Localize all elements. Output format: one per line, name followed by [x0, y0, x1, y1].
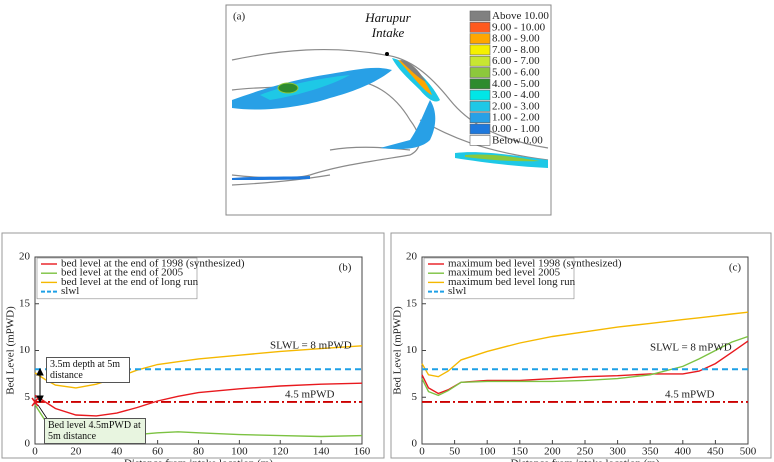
- panel-frame: [390, 232, 772, 459]
- data-line: [421, 340, 749, 395]
- data-line: [34, 382, 363, 417]
- annotation: SLWL = 8 mPWD: [650, 342, 732, 354]
- legend-swatch: [469, 135, 491, 146]
- legend-label: bed level at the end of 2005: [61, 267, 184, 279]
- legend-label: 3.00 - 4.00: [492, 89, 540, 101]
- legend-swatch: [469, 101, 491, 112]
- y-tick-label: 0: [25, 438, 31, 450]
- y-tick-label: 10: [19, 344, 31, 356]
- legend-label: maximum bed level long run: [448, 276, 576, 288]
- data-line: [34, 345, 363, 389]
- bed-level-contours: [232, 58, 548, 180]
- panel-label: (b): [339, 262, 352, 274]
- legend-label: 8.00 - 9.00: [492, 33, 540, 45]
- y-tick-label: 10: [406, 344, 418, 356]
- legend-swatch: [469, 123, 491, 135]
- annotation: SLWL = 8 mPWD: [270, 340, 352, 352]
- legend-swatch: [469, 67, 491, 78]
- y-tick-label: 20: [406, 251, 418, 263]
- legend-swatch: [469, 44, 491, 56]
- y-tick-label: 5: [25, 391, 31, 403]
- legend-label: 9.00 - 10.00: [492, 21, 546, 33]
- legend-label: Above 10.00: [492, 10, 549, 22]
- legend-label: maximum bed level 1998 (synthesized): [448, 258, 622, 270]
- legend-label: bed level at the end of 1998 (synthesize…: [61, 258, 245, 270]
- legend-swatch: [469, 55, 491, 67]
- legend-swatch: [469, 33, 491, 44]
- x-tick-label: 250: [577, 446, 594, 458]
- data-line: [421, 311, 749, 378]
- y-axis-label: Bed Level (mPWD): [392, 306, 404, 395]
- data-line: [421, 335, 749, 397]
- legend-label: 2.00 - 3.00: [492, 100, 540, 112]
- y-tick-label: 15: [19, 297, 31, 309]
- x-tick-label: 60: [152, 446, 164, 458]
- y-axis-label: Bed Level (mPWD): [5, 306, 17, 395]
- x-tick-label: 20: [70, 446, 82, 458]
- x-tick-label: 140: [313, 446, 330, 458]
- legend-label: slwl: [61, 285, 79, 297]
- legend-box: [36, 257, 198, 300]
- x-tick-label: 40: [111, 446, 123, 458]
- legend-label: 4.00 - 5.00: [492, 78, 540, 90]
- x-tick-label: 150: [512, 446, 529, 458]
- map-frame: [225, 4, 552, 216]
- x-tick-label: 500: [740, 446, 757, 458]
- legend-label: 6.00 - 7.00: [492, 55, 540, 67]
- x-tick-label: 160: [354, 446, 371, 458]
- reference-label: 4.5 mPWD: [665, 389, 715, 401]
- x-tick-label: 450: [707, 446, 724, 458]
- legend-label: maximum bed level 2005: [448, 267, 561, 279]
- legend-label: bed level at the end of long run: [61, 276, 199, 288]
- reference-label: 4.5 mPWD: [285, 389, 335, 401]
- legend-label: Below 0.00: [492, 134, 543, 146]
- legend-label: 0.00 - 1.00: [492, 123, 540, 135]
- bed-level-note: Bed level 4.5mPWD at 5m distance: [44, 418, 146, 444]
- legend-swatch: [469, 78, 491, 90]
- x-tick-label: 300: [609, 446, 626, 458]
- legend-label: 1.00 - 2.00: [492, 112, 540, 124]
- legend-swatch: [469, 10, 491, 22]
- legend-box: [423, 257, 575, 300]
- x-tick-label: 80: [193, 446, 205, 458]
- y-tick-label: 0: [412, 438, 418, 450]
- y-tick-label: 20: [19, 251, 31, 263]
- x-tick-label: 350: [642, 446, 659, 458]
- panel-label: (a): [233, 11, 246, 23]
- map-title: Harupur Intake: [365, 10, 411, 40]
- x-tick-label: 0: [32, 446, 38, 458]
- x-tick-label: 50: [449, 446, 461, 458]
- x-tick-label: 200: [544, 446, 561, 458]
- panel-frame: [1, 232, 385, 459]
- x-tick-label: 100: [479, 446, 496, 458]
- x-tick-label: 120: [272, 446, 289, 458]
- legend-swatch: [469, 21, 491, 33]
- x-axis-label: Distance from intake location (m): [510, 458, 659, 462]
- x-axis-label: Distance from intake location (m): [124, 458, 273, 462]
- legend-label: 7.00 - 8.00: [492, 44, 540, 56]
- intake-point: [385, 52, 389, 56]
- legend-swatch: [469, 112, 491, 123]
- x-tick-label: 400: [675, 446, 692, 458]
- depth-arrow: [31, 367, 49, 421]
- y-tick-label: 5: [412, 391, 418, 403]
- x-tick-label: 0: [419, 446, 425, 458]
- legend-swatch: [469, 89, 491, 101]
- depth-note: 3.5m depth at 5m distance: [46, 357, 130, 383]
- x-tick-label: 100: [231, 446, 248, 458]
- panel-label: (c): [729, 262, 742, 274]
- y-tick-label: 15: [406, 297, 418, 309]
- legend-label: slwl: [448, 285, 466, 297]
- legend-label: 5.00 - 6.00: [492, 67, 540, 79]
